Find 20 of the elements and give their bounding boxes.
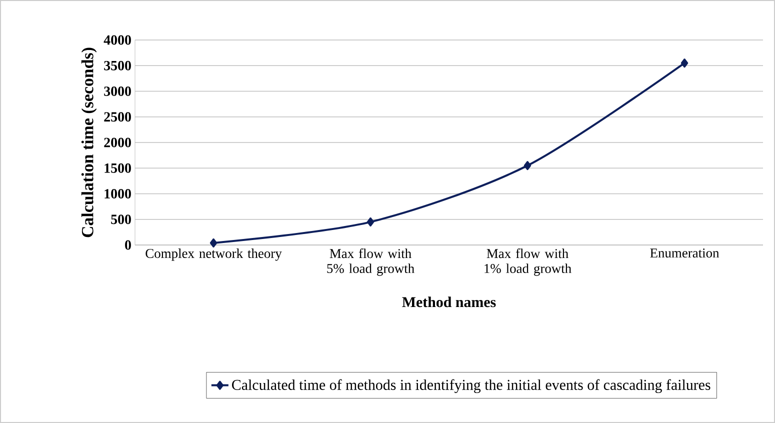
point — [524, 161, 532, 170]
y-axis-title: Calculation time (seconds) — [81, 48, 97, 238]
point — [680, 58, 688, 68]
x-tick-label: Max flow with 5% load growth — [327, 248, 414, 276]
y-tick-label: 2000 — [104, 138, 131, 148]
y-tick-label: 3000 — [104, 86, 131, 96]
y-tick-label: 4000 — [104, 35, 131, 45]
y-tick-label: 2500 — [104, 112, 131, 122]
y-tick-label: 1000 — [104, 189, 131, 198]
y-tick-label: 1500 — [104, 163, 131, 173]
legend-label: Calculated time of methods in identifying the initial events of cascading failures — [232, 379, 710, 394]
x-tick-label: Complex network theory — [146, 248, 282, 261]
point — [210, 238, 218, 248]
point — [366, 217, 374, 226]
y-tick-label: 0 — [125, 240, 131, 250]
x-tick-label: Max flow with 1% load growth — [484, 248, 572, 276]
x-tick-label: Enumeration — [650, 248, 720, 258]
y-tick-label: 3500 — [104, 60, 131, 70]
x-axis-title: Method names — [402, 296, 496, 308]
y-tick-label: 500 — [111, 214, 131, 224]
